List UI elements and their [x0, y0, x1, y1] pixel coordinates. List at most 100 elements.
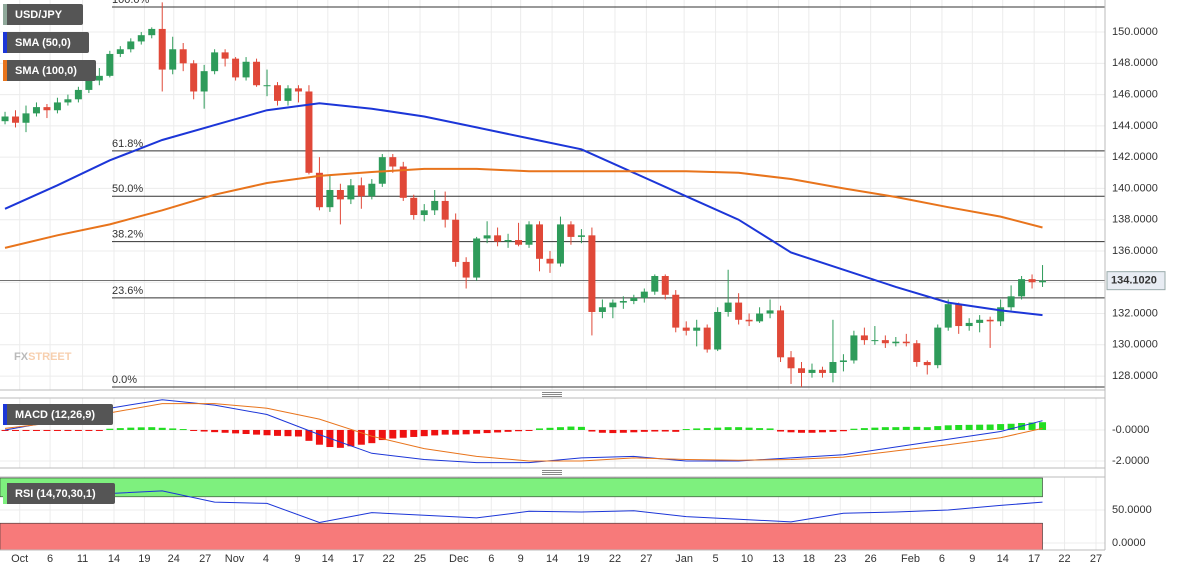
x-tick-label: 9: [518, 553, 524, 565]
histogram-bar: [546, 427, 554, 430]
histogram-bar: [179, 429, 187, 431]
candle-body: [483, 235, 491, 239]
x-tick-label: 14: [108, 553, 120, 565]
candle-body: [525, 224, 533, 245]
histogram-bar: [619, 429, 627, 433]
candle-body: [724, 302, 732, 312]
candle-body: [389, 157, 397, 167]
histogram-bar: [347, 429, 355, 447]
y-tick-label: 128.0000: [1112, 370, 1158, 382]
candle-body: [452, 219, 460, 262]
y-tick-label: 144.0000: [1112, 120, 1158, 132]
histogram-bar: [871, 427, 879, 430]
histogram-bar: [672, 429, 680, 432]
candle-body: [294, 88, 302, 92]
candle-body: [913, 343, 921, 363]
candle-body: [787, 357, 795, 369]
histogram-bar: [997, 424, 1005, 430]
candle-body: [399, 166, 407, 198]
candle-body: [494, 235, 502, 242]
histogram-bar: [357, 429, 365, 445]
candle-body: [85, 80, 93, 90]
x-tick-label: 19: [577, 553, 589, 565]
histogram-bar: [693, 428, 701, 430]
candle-body: [536, 224, 544, 259]
histogram-bar: [724, 427, 732, 430]
histogram-bar: [902, 426, 910, 430]
histogram-bar: [965, 424, 973, 430]
x-tick-label: 5: [713, 553, 719, 565]
histogram-bar: [85, 429, 93, 431]
candle-body: [473, 238, 481, 278]
histogram-bar: [137, 427, 145, 430]
overlay: Oct 6 11 14 19 24 27 Nov 4 9 14 17 22 25 Dec 6 9 14 19 22 27…: [3, 4, 1166, 565]
histogram-bar: [336, 429, 344, 448]
histogram-bar: [745, 427, 753, 430]
histogram-bar: [473, 429, 481, 434]
candle-body: [871, 340, 879, 342]
candle-body: [556, 224, 564, 264]
candle-body: [95, 75, 103, 81]
histogram-bar: [798, 429, 806, 433]
histogram-bar: [588, 429, 596, 432]
histogram-bar: [399, 429, 407, 438]
histogram-bar: [892, 427, 900, 430]
x-tick-label: 23: [834, 553, 846, 565]
y-tick-label: 0.0000: [1112, 537, 1146, 549]
candle-body: [682, 327, 690, 331]
candle-body: [106, 53, 114, 76]
candle-body: [431, 200, 439, 211]
legend-swatch: [3, 32, 7, 53]
histogram-bar: [43, 429, 51, 431]
legend-swatch: [3, 404, 7, 425]
histogram-bar: [577, 426, 585, 430]
histogram-bar: [640, 429, 648, 432]
candle-body: [1028, 279, 1036, 283]
x-tick-label: 27: [199, 553, 211, 565]
candle-body: [693, 327, 701, 331]
candle-body: [504, 240, 512, 242]
x-tick-label: 4: [263, 553, 269, 565]
line-series: [4, 403, 1043, 462]
candle-body: [944, 304, 952, 328]
histogram-bar: [410, 429, 418, 437]
line-series: [4, 399, 1043, 464]
line-series: [4, 167, 1043, 249]
histogram-bar: [253, 429, 261, 435]
y-tick-label: 50.0000: [1112, 504, 1152, 516]
candle-body: [609, 302, 617, 308]
last-price-label: 134.1020: [1111, 275, 1157, 287]
legend-label: USD/JPY: [15, 9, 63, 21]
histogram-bar: [504, 429, 512, 432]
x-tick-label: 25: [414, 553, 426, 565]
candle-body: [588, 235, 596, 312]
candle-body: [777, 310, 785, 358]
candle-body: [211, 52, 219, 72]
x-tick-label: 14: [322, 553, 334, 565]
fib-label: 50.0%: [112, 183, 143, 195]
histogram-bar: [158, 427, 166, 430]
histogram-bar: [315, 429, 323, 445]
histogram-bar: [609, 429, 617, 434]
histogram-bar: [148, 427, 156, 430]
histogram-bar: [714, 427, 722, 430]
legend-box: [3, 404, 113, 425]
histogram-bar: [1028, 422, 1036, 430]
histogram-bar: [525, 429, 533, 431]
candle-body: [200, 71, 208, 92]
histogram-bar: [127, 427, 135, 430]
x-tick-label: 22: [609, 553, 621, 565]
y-tick-label: 132.0000: [1112, 307, 1158, 319]
candle-body: [232, 58, 240, 78]
candle-body: [410, 197, 418, 216]
candle-body: [22, 113, 30, 123]
histogram-bar: [756, 428, 764, 430]
histogram-bar: [934, 426, 942, 430]
histogram-bar: [913, 426, 921, 430]
panel-grip: [542, 392, 562, 475]
candle-body: [32, 107, 40, 114]
x-tick-label: 9: [294, 553, 300, 565]
histogram-bar: [452, 429, 460, 435]
y-tick-label: 138.0000: [1112, 214, 1158, 226]
histogram-bar: [839, 429, 847, 432]
